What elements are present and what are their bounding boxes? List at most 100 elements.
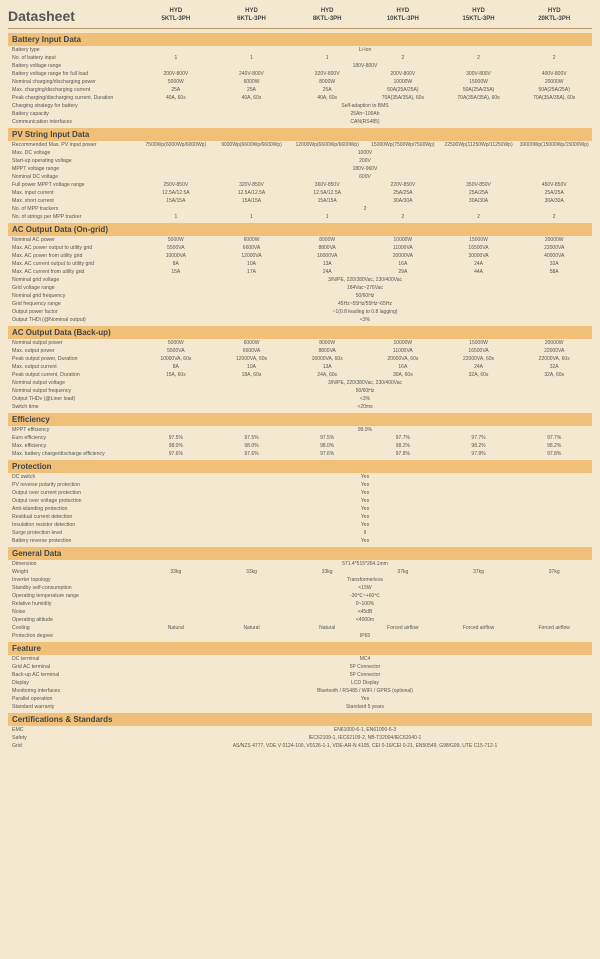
row-values: II [138, 530, 592, 536]
cell-span: IEC62109-1, IEC62109-2, NB-T32004/IEC620… [138, 735, 592, 741]
row-label: Max. AC current output to utility grid [8, 261, 138, 267]
cell-span: 600V [138, 174, 592, 180]
row-values: 3/N/PE, 220/380Vac, 230/400Vac [138, 277, 592, 283]
data-row: Parallel operationYes [8, 695, 592, 703]
row-label: Battery reverse protection [8, 538, 138, 544]
cell: 70A(35A/35A), 60s [516, 95, 592, 101]
cell: 97.5% [138, 435, 214, 441]
cell: Forced airflow [365, 625, 441, 631]
cell: 25A/25A [441, 190, 517, 196]
row-label: Output power factor [8, 309, 138, 315]
data-row: Nominal output voltage3/N/PE, 220/380Vac… [8, 379, 592, 387]
cell-span: Yes [138, 514, 592, 520]
cell: 15A, 60s [138, 372, 214, 378]
row-label: Max. AC power from utility grid [8, 253, 138, 259]
row-values: IEC62109-1, IEC62109-2, NB-T32004/IEC620… [138, 735, 592, 741]
cell: 37kg [516, 569, 592, 575]
model-col-4: HYD15KTL-3PH [441, 8, 517, 24]
cell-span: Bluetooth / RS485 / WIFI / GPRS (optiona… [138, 688, 592, 694]
row-values: 200V-800V240V-800V320V-800V200V-800V300V… [138, 71, 592, 77]
section-title: Protection [8, 460, 592, 473]
data-row: Operating altitude<4000m [8, 616, 592, 624]
row-label: Operating temperature range [8, 593, 138, 599]
cell: 24A, 60s [289, 372, 365, 378]
row-values: 15A17A24A29A44A58A [138, 269, 592, 275]
cell: 15000W [441, 237, 517, 243]
cell: 2 [516, 55, 592, 61]
cell-span: Self-adaption to BMS [138, 103, 592, 109]
row-values: <45dB [138, 609, 592, 615]
cell: 25A [214, 87, 290, 93]
model-col-2: HYD8KTL-3PH [289, 8, 365, 24]
cell: 16000VA [289, 253, 365, 259]
cell: 1 [289, 55, 365, 61]
data-row: Start-up operating voltage200V [8, 157, 592, 165]
cell-span: <20ms [138, 404, 592, 410]
data-row: Max. DC voltage1000V [8, 149, 592, 157]
cell: 32A, 60s [441, 372, 517, 378]
cell: 16500VA [441, 245, 517, 251]
row-label: PV reverse polarity protection [8, 482, 138, 488]
row-label: Nominal AC power [8, 237, 138, 243]
row-label: No. of MPP trackers [8, 206, 138, 212]
cell-span: Yes [138, 696, 592, 702]
row-values: MC4 [138, 656, 592, 662]
data-row: Communication interfacesCAN(RS485) [8, 118, 592, 126]
row-label: Operating altitude [8, 617, 138, 623]
cell: 33kg [214, 569, 290, 575]
row-values: 8A10A13A16A24A32A [138, 364, 592, 370]
cell: 40A, 60s [289, 95, 365, 101]
cell-span: 25Ah~100Ah [138, 111, 592, 117]
row-label: Standby self-consumption [8, 585, 138, 591]
row-values: Yes [138, 538, 592, 544]
data-row: Max. charging/discharging current25A25A2… [8, 86, 592, 94]
cell-span: 571.4*515*264.1mm [138, 561, 592, 567]
row-label: Insulation resistor detection [8, 522, 138, 528]
section-8: Certifications & StandardsEMCEN61000-6-1… [8, 713, 592, 750]
data-row: Grid AC terminal5P Connector [8, 663, 592, 671]
row-label: Protection degree [8, 633, 138, 639]
cell: 97.5% [289, 435, 365, 441]
cell: 250V-850V [138, 182, 214, 188]
row-label: Nominal output voltage [8, 380, 138, 386]
section-6: General DataDimension571.4*515*264.1mmWe… [8, 547, 592, 640]
row-values: 250V-850V320V-850V360V-850V220V-850V350V… [138, 182, 592, 188]
cell: 70A(35A/35A), 60s [365, 95, 441, 101]
row-label: Output THDi (@Nominal output) [8, 317, 138, 323]
row-values: EN61000-6-1, EN61000-6-3 [138, 727, 592, 733]
row-values: 5000W6000W8000W10000W15000W20000W [138, 79, 592, 85]
cell: 1 [214, 214, 290, 220]
row-label: Relative humidity [8, 601, 138, 607]
data-row: Max. AC power from utility grid10000VA12… [8, 252, 592, 260]
data-row: Peak charging/discharging current, Durat… [8, 94, 592, 102]
cell: Forced airflow [516, 625, 592, 631]
cell: 97.7% [441, 435, 517, 441]
cell: 5000W [138, 340, 214, 346]
cell: 32A [516, 364, 592, 370]
row-values: Yes [138, 498, 592, 504]
cell: 6000W [214, 79, 290, 85]
data-row: Output power factor~1(0.8 leading to 0.8… [8, 308, 592, 316]
cell: 13A [289, 364, 365, 370]
cell: 8000W [289, 340, 365, 346]
cell: 12000VA, 60s [214, 356, 290, 362]
row-label: Max. charging/discharging current [8, 87, 138, 93]
cell: 6600VA [214, 245, 290, 251]
cell: 12000Wp(6600Wp/6600Wp) [289, 142, 365, 148]
row-label: Residual current detection [8, 514, 138, 520]
cell: 50A(25A/25A) [516, 87, 592, 93]
row-values: 97.5%97.5%97.5%97.7%97.7%97.7% [138, 435, 592, 441]
row-label: Grid voltage range [8, 285, 138, 291]
row-values: <15W [138, 585, 592, 591]
cell-span: 5P Connector [138, 672, 592, 678]
cell: 50A(25A/25A) [365, 87, 441, 93]
section-3: AC Output Data (Back-up)Nominal output p… [8, 326, 592, 411]
row-label: Battery type [8, 47, 138, 53]
row-values: Yes [138, 696, 592, 702]
cell: 98.2% [441, 443, 517, 449]
cell-span: AS/NZS 4777, VDE V 0124-100, V0126-1-1, … [138, 743, 592, 749]
cell: 16000VA, 60s [289, 356, 365, 362]
row-values: Standard 5 years [138, 704, 592, 710]
row-values: Yes [138, 490, 592, 496]
data-row: Back-up AC terminal5P Connector [8, 671, 592, 679]
